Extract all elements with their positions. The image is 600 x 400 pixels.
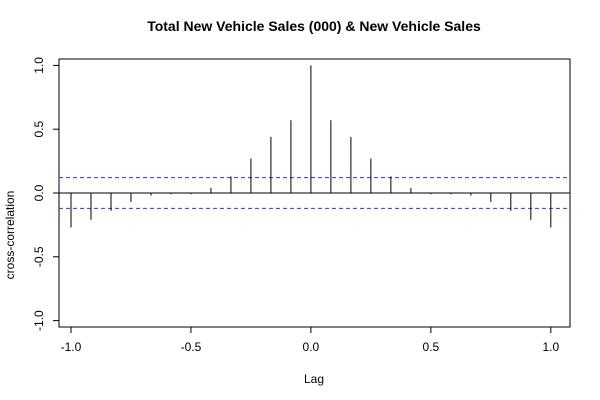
x-axis-label: Lag	[304, 372, 324, 386]
x-tick-label: -1.0	[61, 340, 82, 354]
y-tick-label: 0.0	[32, 184, 46, 201]
x-tick-label: 0.5	[423, 340, 440, 354]
x-tick-label: 0.0	[303, 340, 320, 354]
y-tick-label: -0.5	[32, 246, 46, 267]
y-axis-label: cross-correlation	[3, 191, 17, 280]
y-tick-label: 1.0	[32, 57, 46, 74]
chart-title: Total New Vehicle Sales (000) & New Vehi…	[147, 18, 481, 34]
x-tick-label: 1.0	[542, 340, 559, 354]
y-tick-label: -1.0	[32, 310, 46, 331]
x-tick-label: -0.5	[181, 340, 202, 354]
y-tick-label: 0.5	[32, 121, 46, 138]
